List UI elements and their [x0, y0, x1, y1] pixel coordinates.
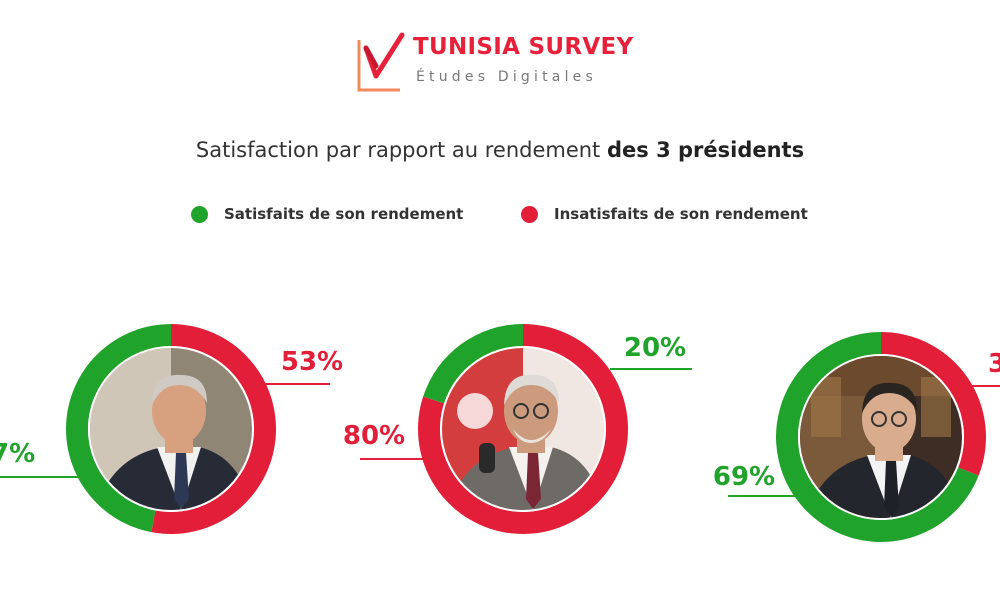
donut-chart-2: 20% 80% [343, 324, 692, 534]
slice-dissatisfied [151, 324, 277, 534]
title-bold: des 3 présidents [606, 138, 805, 162]
legend-dot-satisfied [191, 206, 208, 223]
portrait-photo [800, 356, 962, 518]
portrait-photo [90, 348, 252, 510]
brand-name: TUNISIA SURVEY [413, 34, 634, 60]
title-regular: Satisfaction par rapport au rendement [195, 138, 607, 162]
checkmark-logo-icon [357, 32, 405, 92]
legend-label-satisfied: Satisfaits de son rendement [224, 205, 464, 223]
brand-logo: TUNISIA SURVEY Études Digitales [352, 30, 652, 94]
legend: Satisfaits de son rendement Insatisfaits… [0, 205, 1000, 225]
portrait-photo [442, 348, 604, 510]
data-label-satisfied: 47% [0, 439, 35, 469]
donut-chart-3: 69% 31% [713, 332, 1000, 542]
legend-dot-dissatisfied [521, 206, 538, 223]
slice-dissatisfied [881, 332, 986, 476]
chart-title: Satisfaction par rapport au rendement de… [0, 138, 1000, 162]
slice-satisfied [423, 324, 523, 404]
donut-chart-1: 47% 53% [0, 324, 343, 534]
data-label-dissatisfied: 53% [281, 347, 343, 377]
brand-tagline: Études Digitales [416, 69, 597, 85]
data-label-dissatisfied: 80% [343, 421, 405, 451]
slice-satisfied [66, 324, 171, 533]
data-label-satisfied: 20% [624, 333, 686, 363]
legend-label-dissatisfied: Insatisfaits de son rendement [554, 205, 808, 223]
data-label-dissatisfied: 31% [988, 349, 1000, 379]
data-label-satisfied: 69% [713, 462, 775, 492]
